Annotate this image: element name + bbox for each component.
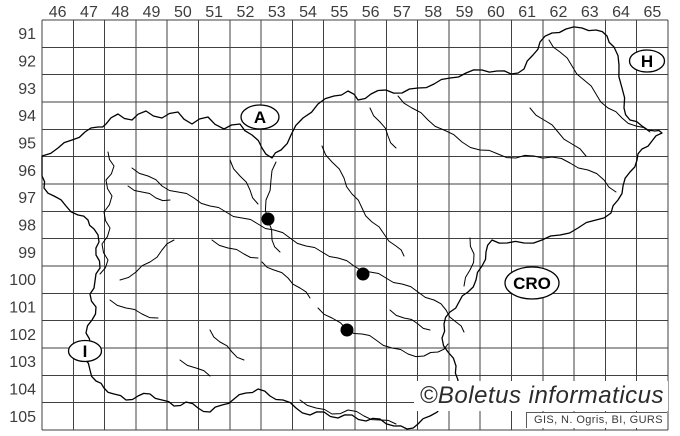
grid-col-label: 59: [456, 4, 474, 21]
country-label-cro: CRO: [513, 274, 551, 293]
grid-col-label: 52: [237, 4, 255, 21]
river-line: [369, 107, 397, 149]
river-line: [264, 161, 281, 253]
river-line: [397, 95, 617, 193]
grid-row-label: 93: [18, 81, 36, 98]
river-line: [463, 237, 475, 287]
attribution-label: GIS, N. Ogris, BI, GURS: [526, 412, 667, 428]
grid-col-label: 51: [205, 4, 223, 21]
grid-row-label: 101: [9, 300, 36, 317]
country-label-a: A: [254, 108, 266, 127]
river-line: [127, 185, 171, 202]
grid-row-label: 98: [18, 218, 36, 235]
grid-row-label: 104: [9, 382, 36, 399]
grid-row-label: 103: [9, 354, 36, 371]
occurrence-dot[interactable]: [340, 323, 354, 337]
grid-col-label: 50: [174, 4, 192, 21]
occurrence-dot[interactable]: [356, 267, 370, 281]
river-line: [109, 299, 159, 319]
country-border-outline: [41, 26, 663, 430]
grid-row-label: 100: [9, 272, 36, 289]
grid-row-label: 94: [18, 108, 36, 125]
grid-row-label: 91: [18, 26, 36, 43]
river-line: [209, 329, 245, 361]
grid-col-label: 47: [80, 4, 98, 21]
country-label-ellipse-h: [628, 49, 666, 73]
grid-row-label: 95: [18, 136, 36, 153]
grid-col-label: 55: [330, 4, 348, 21]
river-line: [299, 399, 397, 425]
river-line: [389, 309, 431, 331]
grid-col-label: 63: [581, 4, 599, 21]
river-line: [229, 159, 259, 205]
grid-row-label: 92: [18, 54, 36, 71]
grid-row-label: 102: [9, 327, 36, 344]
river-line: [99, 151, 115, 275]
river-line: [321, 145, 405, 257]
copyright-label: ©Boletus informaticus: [413, 381, 668, 411]
grid-col-label: 61: [518, 4, 536, 21]
river-line: [317, 307, 449, 358]
grid-col-label: 65: [643, 4, 661, 21]
grid-col-label: 49: [143, 4, 161, 21]
river-line: [548, 39, 651, 133]
river-line: [119, 239, 175, 281]
grid-col-label: 60: [487, 4, 505, 21]
grid-row-label: 96: [18, 163, 36, 180]
grid-row-label: 99: [18, 245, 36, 262]
river-line: [131, 167, 465, 333]
grid-col-label: 48: [111, 4, 129, 21]
river-line: [261, 261, 311, 299]
grid-col-label: 54: [299, 4, 317, 21]
grid-col-label: 58: [424, 4, 442, 21]
grid-col-label: 53: [268, 4, 286, 21]
grid-col-label: 57: [393, 4, 411, 21]
river-line: [179, 359, 211, 377]
grid-col-label: 62: [550, 4, 568, 21]
country-label-ellipse-i: [67, 339, 103, 363]
country-label-ellipse-a: [240, 104, 280, 130]
country-label-ellipse-cro: [504, 266, 560, 300]
river-line: [211, 239, 259, 259]
country-label-i: I: [83, 342, 88, 361]
river-line: [529, 107, 587, 157]
occurrence-dot[interactable]: [261, 212, 275, 226]
grid-row-label: 97: [18, 190, 36, 207]
grid-row-label: 105: [9, 409, 36, 426]
grid-col-label: 46: [49, 4, 67, 21]
grid-col-label: 64: [612, 4, 630, 21]
country-label-h: H: [641, 52, 653, 71]
grid-col-label: 56: [362, 4, 380, 21]
